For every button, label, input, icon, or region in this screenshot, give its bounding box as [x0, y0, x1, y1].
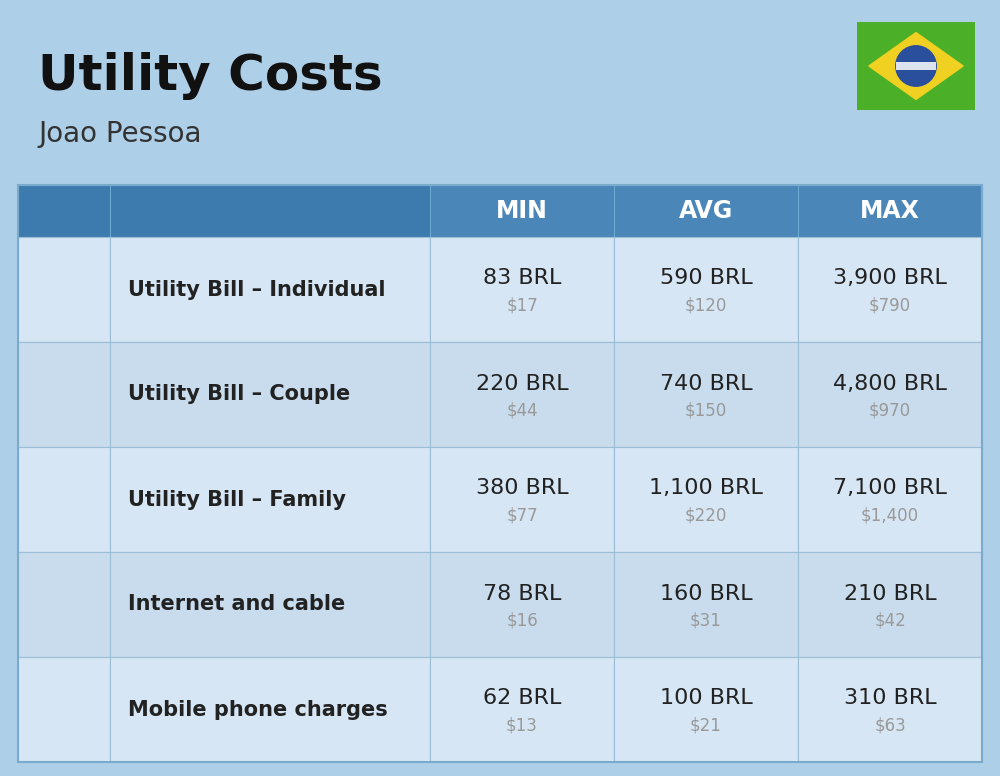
- Text: 1,100 BRL: 1,100 BRL: [649, 479, 763, 498]
- Bar: [614, 342, 798, 447]
- Bar: [798, 342, 982, 447]
- Bar: [18, 447, 110, 552]
- Text: $21: $21: [690, 716, 722, 735]
- Text: 310 BRL: 310 BRL: [844, 688, 936, 708]
- Text: 590 BRL: 590 BRL: [660, 268, 752, 289]
- Bar: [18, 237, 110, 342]
- Bar: [18, 657, 110, 762]
- Bar: [110, 657, 430, 762]
- Text: $120: $120: [685, 296, 727, 314]
- Bar: [18, 342, 110, 447]
- Text: 100 BRL: 100 BRL: [660, 688, 752, 708]
- Bar: [614, 237, 798, 342]
- Bar: [798, 447, 982, 552]
- Bar: [430, 657, 614, 762]
- Text: Mobile phone charges: Mobile phone charges: [128, 699, 388, 719]
- Text: Internet and cable: Internet and cable: [128, 594, 345, 615]
- Text: $31: $31: [690, 611, 722, 629]
- Text: 3,900 BRL: 3,900 BRL: [833, 268, 947, 289]
- Bar: [614, 552, 798, 657]
- Text: Utility Bill – Couple: Utility Bill – Couple: [128, 384, 350, 404]
- Text: MAX: MAX: [860, 199, 920, 223]
- Text: MIN: MIN: [496, 199, 548, 223]
- Bar: [430, 342, 614, 447]
- Bar: [614, 657, 798, 762]
- Text: 380 BRL: 380 BRL: [476, 479, 568, 498]
- Bar: [798, 237, 982, 342]
- Bar: [110, 447, 430, 552]
- Text: 4,800 BRL: 4,800 BRL: [833, 373, 947, 393]
- Text: AVG: AVG: [679, 199, 733, 223]
- Bar: [110, 342, 430, 447]
- Bar: [430, 447, 614, 552]
- Bar: [614, 185, 798, 237]
- Bar: [110, 237, 430, 342]
- Bar: [614, 447, 798, 552]
- Bar: [430, 552, 614, 657]
- Polygon shape: [869, 33, 963, 99]
- Text: $13: $13: [506, 716, 538, 735]
- Text: 220 BRL: 220 BRL: [476, 373, 568, 393]
- Bar: [798, 185, 982, 237]
- Bar: [18, 185, 110, 237]
- Text: $220: $220: [685, 507, 727, 525]
- Bar: [18, 552, 110, 657]
- Text: Utility Costs: Utility Costs: [38, 52, 383, 100]
- Text: 78 BRL: 78 BRL: [483, 584, 561, 604]
- Text: 83 BRL: 83 BRL: [483, 268, 561, 289]
- Text: 7,100 BRL: 7,100 BRL: [833, 479, 947, 498]
- Text: $44: $44: [506, 401, 538, 420]
- Bar: [798, 552, 982, 657]
- Text: Utility Bill – Individual: Utility Bill – Individual: [128, 279, 386, 300]
- Text: $970: $970: [869, 401, 911, 420]
- Text: $77: $77: [506, 507, 538, 525]
- FancyBboxPatch shape: [857, 22, 975, 110]
- Circle shape: [896, 46, 936, 86]
- Text: $17: $17: [506, 296, 538, 314]
- Text: $790: $790: [869, 296, 911, 314]
- Text: $42: $42: [874, 611, 906, 629]
- Text: Joao Pessoa: Joao Pessoa: [38, 120, 202, 148]
- Bar: [430, 237, 614, 342]
- Bar: [798, 657, 982, 762]
- Text: 740 BRL: 740 BRL: [660, 373, 752, 393]
- Text: $150: $150: [685, 401, 727, 420]
- Bar: [110, 552, 430, 657]
- Text: 62 BRL: 62 BRL: [483, 688, 561, 708]
- Bar: [18, 185, 982, 762]
- Text: $1,400: $1,400: [861, 507, 919, 525]
- Bar: [430, 185, 614, 237]
- Text: $16: $16: [506, 611, 538, 629]
- FancyBboxPatch shape: [896, 62, 936, 70]
- Text: $63: $63: [874, 716, 906, 735]
- Bar: [110, 185, 430, 237]
- Text: 160 BRL: 160 BRL: [660, 584, 752, 604]
- Text: Utility Bill – Family: Utility Bill – Family: [128, 490, 346, 510]
- Text: 210 BRL: 210 BRL: [844, 584, 936, 604]
